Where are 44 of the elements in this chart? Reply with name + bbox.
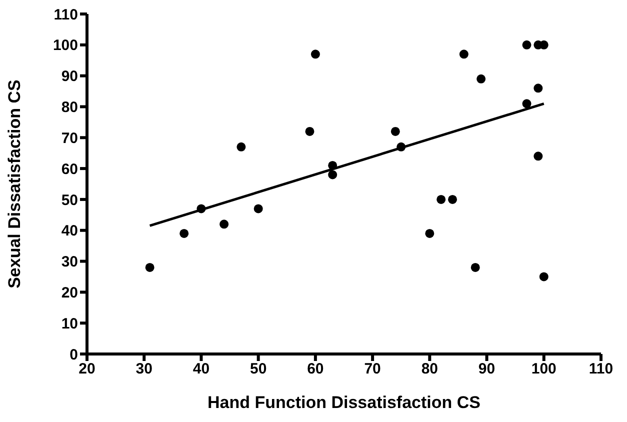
x-tick-label: 60 xyxy=(307,360,324,378)
x-tick-label: 20 xyxy=(78,360,96,378)
x-tick-label: 100 xyxy=(531,360,556,378)
y-tick-label: 50 xyxy=(61,192,78,209)
y-tick-label: 60 xyxy=(61,160,78,178)
point xyxy=(459,50,468,59)
x-tick-label: 30 xyxy=(136,360,152,378)
y-axis-title: Sexual Dissatisfaction CS xyxy=(5,80,24,288)
y-tick-label: 70 xyxy=(61,130,78,147)
point xyxy=(425,228,434,238)
point xyxy=(539,272,548,282)
point xyxy=(390,126,400,136)
x-tick-label: 70 xyxy=(364,360,381,378)
x-tick-label: 110 xyxy=(588,360,614,378)
point xyxy=(448,194,458,204)
y-tick-label: 20 xyxy=(61,284,78,302)
point xyxy=(522,99,532,108)
point xyxy=(328,170,338,180)
x-tick-label: 80 xyxy=(421,360,438,378)
x-tick-label: 40 xyxy=(192,360,210,378)
x-tick-label: 50 xyxy=(250,360,267,378)
y-tick-label: 80 xyxy=(61,99,78,116)
point xyxy=(534,84,543,93)
point xyxy=(476,74,486,84)
point xyxy=(470,262,480,272)
y-tick-label: 90 xyxy=(61,68,78,86)
point xyxy=(310,50,320,59)
point xyxy=(522,40,532,50)
point xyxy=(220,220,229,229)
point xyxy=(305,126,314,136)
point xyxy=(534,152,543,161)
x-tick-label: 90 xyxy=(478,360,496,378)
y-tick-label: 110 xyxy=(54,6,78,24)
point xyxy=(180,228,189,238)
y-tick-label: 100 xyxy=(52,37,78,54)
y-tick-label: 10 xyxy=(61,315,78,332)
point xyxy=(145,262,154,272)
x-axis-title: Hand Function Dissatisfaction CS xyxy=(208,393,480,412)
point xyxy=(236,142,246,152)
point xyxy=(254,204,263,214)
point xyxy=(436,194,446,204)
y-tick-label: 0 xyxy=(70,346,78,364)
y-tick-label: 40 xyxy=(61,222,78,240)
y-tick-label: 30 xyxy=(61,254,78,271)
